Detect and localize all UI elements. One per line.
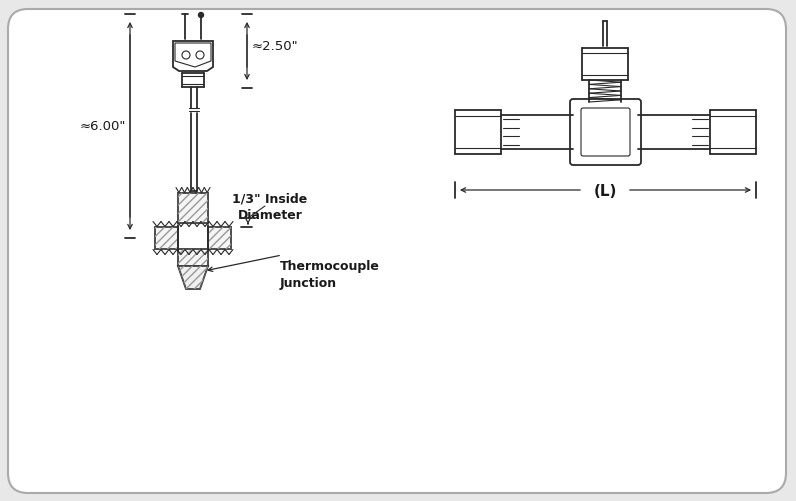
Bar (178, 193, 208, 223)
Bar (208, 227, 231, 249)
Text: 1/3" Inside
Diameter: 1/3" Inside Diameter (232, 191, 307, 221)
Bar (155, 227, 178, 249)
Text: (L): (L) (594, 183, 617, 198)
Circle shape (198, 14, 204, 19)
Bar (208, 227, 231, 249)
Text: ≈2.50": ≈2.50" (252, 41, 298, 54)
Polygon shape (178, 267, 208, 290)
Bar (178, 249, 208, 267)
Bar (178, 193, 208, 223)
Bar (155, 227, 178, 249)
Text: ≈6.00": ≈6.00" (80, 120, 126, 133)
FancyBboxPatch shape (8, 10, 786, 493)
Bar (178, 249, 208, 267)
Text: Thermocouple
Junction: Thermocouple Junction (280, 260, 380, 290)
